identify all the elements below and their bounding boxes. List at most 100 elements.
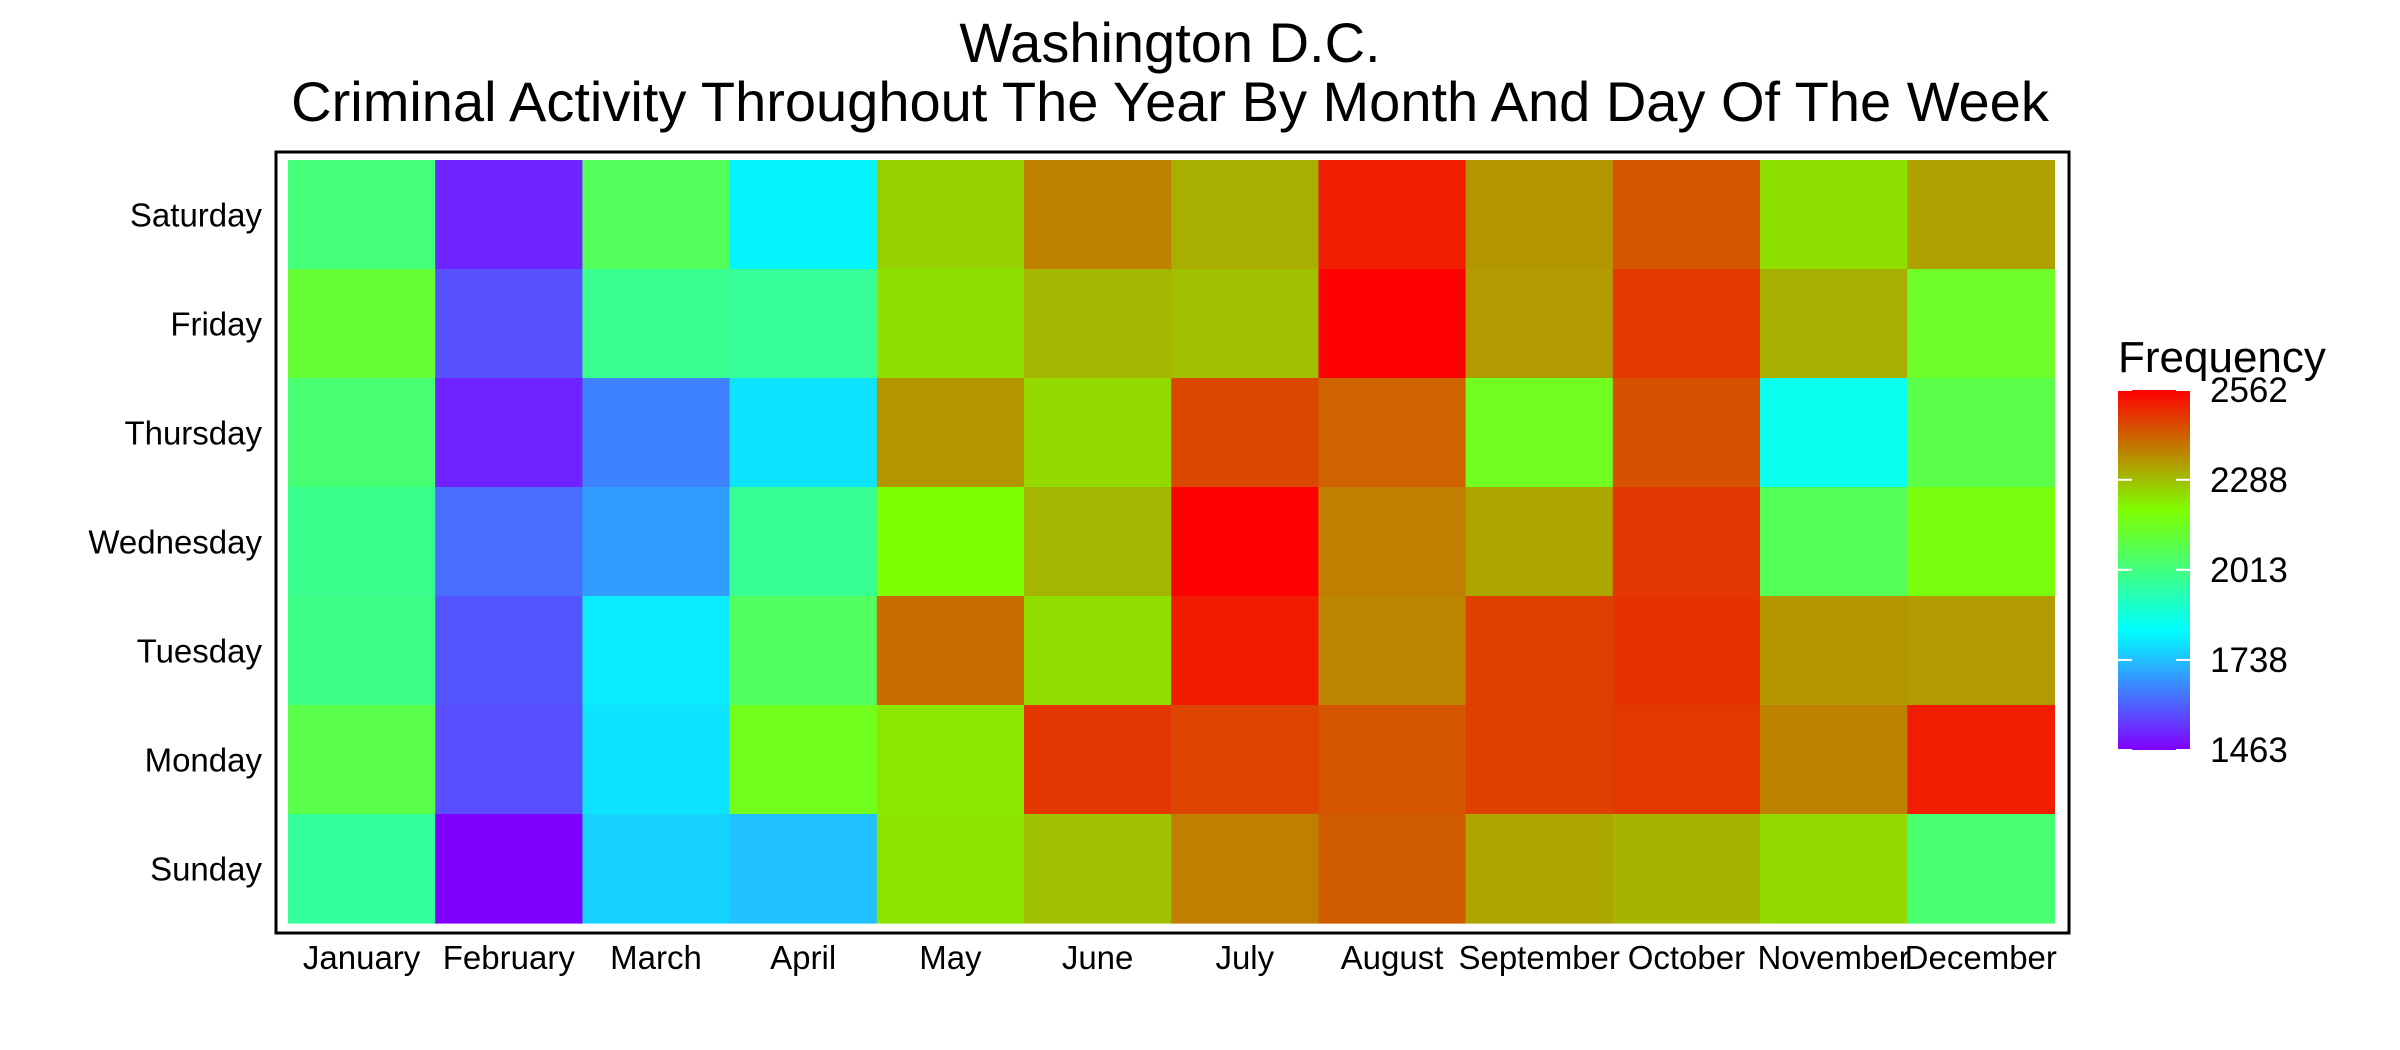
heatmap-cell-tuesday-april (729, 596, 878, 706)
heatmap-cell-wednesday-september (1465, 487, 1614, 597)
heatmap-cell-thursday-august (1318, 378, 1467, 488)
x-tick-label-may: May (919, 939, 982, 976)
chart-title-line-1: Washington D.C. (959, 11, 1380, 74)
x-tick-label-december: December (1905, 939, 2057, 976)
heatmap-cell-saturday-april (729, 160, 878, 270)
y-tick-label-wednesday: Wednesday (88, 524, 262, 561)
chart-title-line-2: Criminal Activity Throughout The Year By… (291, 70, 2050, 133)
heatmap-cell-tuesday-june (1024, 596, 1172, 706)
heatmap-cell-thursday-july (1171, 378, 1319, 488)
heatmap-cell-sunday-march (582, 814, 731, 924)
heatmap-cell-monday-june (1024, 705, 1172, 815)
heatmap-cell-thursday-april (729, 378, 878, 488)
heatmap-cell-tuesday-july (1171, 596, 1319, 706)
heatmap-cell-sunday-june (1024, 814, 1172, 924)
legend-tick-label-1463: 1463 (2210, 731, 2288, 770)
x-tick-label-april: April (770, 939, 836, 976)
heatmap-cell-monday-april (729, 705, 878, 815)
heatmap-cell-sunday-august (1318, 814, 1467, 924)
heatmap-cell-saturday-november (1760, 160, 1908, 270)
heatmap-cell-friday-march (582, 269, 731, 379)
legend-tick-label-2562: 2562 (2210, 371, 2288, 410)
heatmap-cell-sunday-december (1907, 814, 2055, 924)
heatmap-cell-sunday-july (1171, 814, 1319, 924)
heatmap-cell-monday-august (1318, 705, 1467, 815)
x-tick-label-january: January (303, 939, 421, 976)
heatmap-cell-friday-november (1760, 269, 1908, 379)
plot-panel-border (274, 150, 2071, 935)
legend-tick-label-2013: 2013 (2210, 551, 2288, 590)
legend-title: Frequency (2118, 333, 2326, 382)
legend-ticks: 2562 2288 2013 1738 1463 (2118, 371, 2288, 770)
heatmap-cell-friday-june (1024, 269, 1172, 379)
heatmap-cell-wednesday-march (582, 487, 731, 597)
y-tick-label-tuesday: Tuesday (137, 633, 263, 670)
heatmap-cell-wednesday-april (729, 487, 878, 597)
heatmap-cell-monday-february (435, 705, 583, 815)
x-tick-label-march: March (610, 939, 702, 976)
heatmap-cell-monday-december (1907, 705, 2055, 815)
y-tick-label-saturday: Saturday (130, 197, 263, 234)
x-tick-label-june: June (1062, 939, 1134, 976)
heatmap-cell-friday-october (1612, 269, 1761, 379)
heatmap-cell-tuesday-august (1318, 596, 1467, 706)
heatmap-cell-monday-september (1465, 705, 1614, 815)
heatmap-cell-sunday-january (288, 814, 436, 924)
heatmap-cell-saturday-december (1907, 160, 2055, 270)
heatmap-cell-monday-july (1171, 705, 1319, 815)
heatmap-cell-thursday-september (1465, 378, 1614, 488)
heatmap-cell-sunday-november (1760, 814, 1908, 924)
heatmap-cell-saturday-august (1318, 160, 1467, 270)
heatmap-cell-monday-march (582, 705, 731, 815)
heatmap-cell-sunday-may (876, 814, 1025, 924)
heatmap-cell-thursday-december (1907, 378, 2055, 488)
heatmap-cell-wednesday-january (288, 487, 436, 597)
heatmap-cell-friday-august (1318, 269, 1467, 379)
x-tick-label-august: August (1341, 939, 1444, 976)
heatmap-cell-monday-october (1612, 705, 1761, 815)
heatmap-cell-monday-november (1760, 705, 1908, 815)
heatmap-cell-thursday-february (435, 378, 583, 488)
color-legend: Frequency 2562 2288 2013 1738 1463 (2118, 333, 2326, 770)
heatmap-cell-sunday-april (729, 814, 878, 924)
legend-tick-label-1738: 1738 (2210, 641, 2288, 680)
heatmap-cell-sunday-october (1612, 814, 1761, 924)
y-tick-label-sunday: Sunday (150, 851, 262, 888)
heatmap-cell-friday-february (435, 269, 583, 379)
y-tick-label-friday: Friday (170, 306, 262, 343)
heatmap-cell-sunday-september (1465, 814, 1614, 924)
heatmap-cell-wednesday-february (435, 487, 583, 597)
heatmap-cell-wednesday-june (1024, 487, 1172, 597)
x-tick-label-september: September (1458, 939, 1619, 976)
y-axis-day-labels: Saturday Friday Thursday Wednesday Tuesday Mo… (88, 197, 262, 888)
heatmap-cell-sunday-february (435, 814, 583, 924)
heatmap-cell-saturday-may (876, 160, 1025, 270)
legend-tick-label-2288: 2288 (2210, 461, 2288, 500)
heatmap-cell-saturday-october (1612, 160, 1761, 270)
heatmap-cell-thursday-november (1760, 378, 1908, 488)
heatmap-cell-friday-december (1907, 269, 2055, 379)
heatmap-cell-friday-may (876, 269, 1025, 379)
heatmap-cell-saturday-march (582, 160, 731, 270)
heatmap-cell-tuesday-september (1465, 596, 1614, 706)
x-tick-label-november: November (1757, 939, 1909, 976)
heatmap-cell-thursday-october (1612, 378, 1761, 488)
heatmap-cell-saturday-june (1024, 160, 1172, 270)
heatmap-cell-tuesday-march (582, 596, 731, 706)
heatmap-cell-thursday-may (876, 378, 1025, 488)
x-tick-label-february: February (443, 939, 576, 976)
heatmap-cell-tuesday-may (876, 596, 1025, 706)
heatmap-cell-wednesday-july (1171, 487, 1319, 597)
heatmap-cell-tuesday-february (435, 596, 583, 706)
heatmap-cell-tuesday-october (1612, 596, 1761, 706)
heatmap-cell-saturday-january (288, 160, 436, 270)
heatmap-cell-monday-may (876, 705, 1025, 815)
heatmap-cell-thursday-june (1024, 378, 1172, 488)
heatmap-cell-tuesday-january (288, 596, 436, 706)
x-tick-label-july: July (1215, 939, 1274, 976)
heatmap-cell-wednesday-august (1318, 487, 1467, 597)
heatmap-cell-saturday-february (435, 160, 583, 270)
heatmap-cell-thursday-january (288, 378, 436, 488)
heatmap-cell-wednesday-may (876, 487, 1025, 597)
